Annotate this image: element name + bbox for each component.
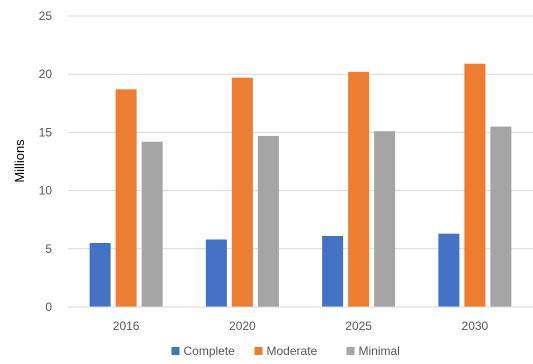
bar-minimal-2016 xyxy=(141,141,163,307)
legend-label: Moderate xyxy=(267,344,318,358)
x-tick-label: 2016 xyxy=(113,319,140,333)
y-axis-ticks: 0 5 10 15 20 25 xyxy=(39,9,53,314)
bar-minimal-2020 xyxy=(257,135,279,307)
legend-label: Complete xyxy=(184,344,236,358)
x-tick-label: 2020 xyxy=(229,319,256,333)
bar-complete-2016 xyxy=(89,242,111,307)
bar-complete-2020 xyxy=(205,239,227,307)
y-tick-label: 15 xyxy=(39,125,53,139)
bar-minimal-2030 xyxy=(490,126,512,307)
legend-swatch-complete xyxy=(171,347,180,355)
gridlines xyxy=(68,15,533,308)
y-tick-label: 25 xyxy=(39,9,53,23)
bar-minimal-2025 xyxy=(374,131,396,307)
bar-moderate-2025 xyxy=(348,71,370,307)
bar-complete-2025 xyxy=(322,235,344,307)
legend-label: Minimal xyxy=(359,344,400,358)
bar-moderate-2020 xyxy=(231,77,253,307)
y-tick-label: 10 xyxy=(39,184,53,198)
y-tick-label: 0 xyxy=(45,300,52,314)
legend-swatch-minimal xyxy=(346,347,355,355)
x-tick-label: 2025 xyxy=(345,319,372,333)
y-axis-title: Millions xyxy=(12,139,27,183)
x-axis-ticks: 2016 2020 2025 2030 xyxy=(113,319,489,333)
bar-moderate-2016 xyxy=(115,89,137,307)
bar-complete-2030 xyxy=(438,233,460,307)
legend-swatch-moderate xyxy=(254,347,263,355)
y-tick-label: 20 xyxy=(39,67,53,81)
bar-moderate-2030 xyxy=(464,63,486,307)
legend: Complete Moderate Minimal xyxy=(171,344,400,358)
x-tick-label: 2030 xyxy=(462,319,489,333)
y-tick-label: 5 xyxy=(45,242,52,256)
bars xyxy=(68,63,533,308)
